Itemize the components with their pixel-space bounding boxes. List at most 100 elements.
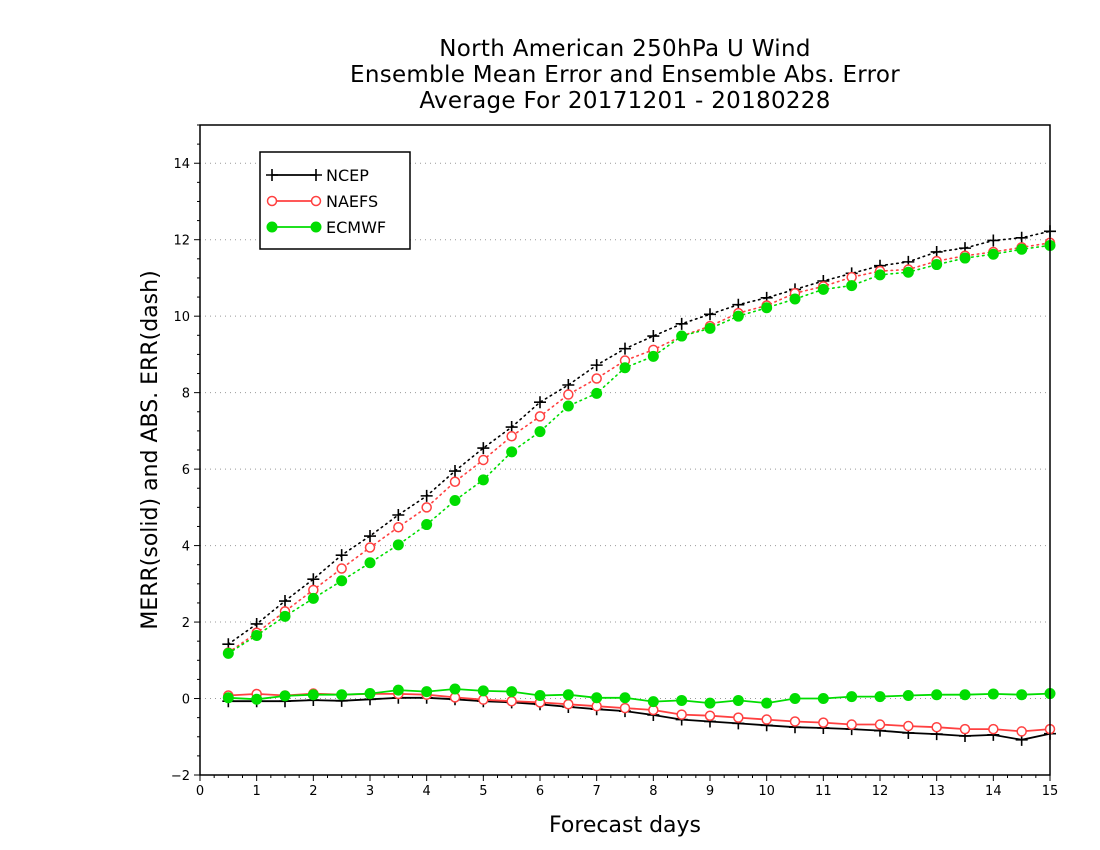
legend-marker	[310, 169, 322, 181]
chart-title-line-2: Ensemble Mean Error and Ensemble Abs. Er…	[349, 62, 901, 88]
ecmwf-mean-err-point	[222, 692, 234, 704]
x-tick-label: 7	[593, 784, 601, 799]
ecmwf-mean-err-point	[704, 697, 716, 709]
data-series	[222, 225, 1056, 746]
ecmwf-mean-err-point	[506, 686, 518, 698]
chart-title: North American 250hPa U Wind Ensemble Me…	[200, 36, 1050, 114]
ecmwf-abs-err-point	[931, 259, 943, 271]
ecmwf-mean-err-point	[902, 689, 914, 701]
x-tick-label: 11	[815, 784, 832, 799]
ecmwf-abs-err-point	[874, 269, 886, 281]
ecmwf-abs-err-point	[534, 426, 546, 438]
y-tick-label: 8	[182, 387, 190, 402]
x-tick-label: 13	[928, 784, 945, 799]
x-tick-label: 14	[985, 784, 1002, 799]
naefs-mean-err-point	[846, 719, 857, 730]
grid-lines	[200, 162, 1050, 776]
ncep-abs-err-point	[987, 234, 1000, 247]
ecmwf-mean-err-point	[959, 689, 971, 701]
x-tick-label: 6	[536, 784, 544, 799]
ecmwf-abs-err-point	[562, 400, 574, 412]
x-tick-label: 1	[253, 784, 261, 799]
ncep-mean-err-line	[228, 696, 1051, 741]
naefs-mean-err-point	[704, 710, 716, 721]
ncep-abs-err-point	[1015, 231, 1028, 244]
legend-items: NCEP NAEFS ECMWF	[266, 166, 386, 237]
ecmwf-mean-err-point	[421, 686, 433, 698]
naefs-series	[223, 237, 1056, 737]
ecmwf-mean-err-point	[987, 688, 999, 700]
naefs-abs-err-point	[336, 563, 347, 574]
x-tick-label: 9	[706, 784, 714, 799]
ecmwf-abs-err-point	[987, 248, 999, 260]
y-tick-label: 4	[182, 540, 190, 555]
ecmwf-abs-err-point	[647, 350, 659, 362]
ecmwf-abs-err-point	[336, 575, 348, 587]
naefs-mean-err-point	[988, 723, 999, 735]
ecmwf-abs-err-point	[817, 283, 829, 295]
x-tick-label: 5	[479, 784, 487, 799]
y-axis-title: MERR(solid) and ABS. ERR(dash)	[138, 270, 163, 629]
naefs-abs-err-point	[591, 373, 602, 384]
y-tick-label: 10	[173, 310, 190, 325]
chart-title-line-3: Average For 20171201 - 20180228	[419, 88, 831, 114]
naefs-mean-err-point	[959, 723, 971, 735]
ecmwf-mean-err-point	[307, 689, 319, 701]
naefs-abs-err-point	[449, 476, 461, 487]
ecmwf-abs-err-point	[421, 519, 433, 531]
naefs-mean-err-point	[818, 717, 829, 728]
ecmwf-abs-err-point	[222, 647, 234, 659]
ncep-abs-err-line	[227, 230, 1051, 646]
ecmwf-abs-err-line	[227, 244, 1051, 655]
ecmwf-abs-err-point	[307, 592, 319, 604]
x-tick-label: 3	[366, 784, 374, 799]
legend-marker	[310, 221, 322, 233]
ecmwf-mean-err-point	[931, 689, 943, 701]
naefs-abs-err-point	[478, 454, 489, 466]
naefs-abs-err-point	[563, 389, 574, 400]
ecmwf-mean-err-point	[732, 694, 744, 706]
naefs-abs-err-point	[421, 502, 432, 513]
ncep-abs-err-point	[477, 442, 490, 455]
naefs-mean-err-point	[789, 716, 801, 727]
ecmwf-mean-err-point	[534, 689, 546, 701]
ncep-abs-err-point	[590, 359, 603, 372]
x-tick-label: 10	[758, 784, 775, 799]
x-tick-label: 12	[872, 784, 889, 799]
ecmwf-mean-err-point	[392, 684, 404, 696]
legend-marker	[266, 169, 278, 181]
ecmwf-mean-err-point	[279, 690, 291, 702]
legend-marker	[266, 221, 278, 233]
naefs-abs-err-point	[534, 411, 546, 422]
naefs-mean-err-point	[931, 721, 942, 733]
ecmwf-abs-err-point	[364, 557, 376, 569]
naefs-mean-err-point	[903, 720, 914, 732]
ecmwf-abs-err-point	[846, 280, 858, 292]
ncep-abs-err-point	[335, 549, 348, 562]
ncep-abs-err-point	[562, 379, 575, 391]
ecmwf-mean-err-point	[874, 691, 886, 703]
ncep-abs-err-point	[279, 595, 291, 608]
ncep-abs-err-point	[449, 465, 461, 478]
chart-title-line-1: North American 250hPa U Wind	[439, 36, 811, 62]
naefs-mean-err-point	[761, 714, 772, 725]
plot-frame	[199, 124, 1051, 776]
ecmwf-series	[222, 239, 1056, 709]
y-tick-label: 0	[182, 693, 190, 708]
ecmwf-abs-err-point	[251, 629, 263, 641]
ncep-abs-err-point	[704, 308, 716, 321]
ncep-abs-err-point	[364, 530, 376, 543]
naefs-mean-err-point	[619, 702, 631, 714]
ecmwf-abs-err-point	[761, 302, 773, 314]
naefs-mean-err-point	[478, 694, 489, 705]
ecmwf-mean-err-point	[251, 693, 263, 705]
ecmwf-mean-err-point	[846, 691, 858, 703]
legend-label: ECMWF	[326, 218, 386, 237]
ecmwf-mean-err-point	[591, 692, 603, 704]
ncep-series	[222, 225, 1056, 746]
legend: NCEP NAEFS ECMWF	[259, 151, 411, 250]
x-axis-title: Forecast days	[549, 813, 701, 838]
ecmwf-mean-err-point	[364, 688, 376, 700]
legend-label: NCEP	[326, 166, 369, 185]
